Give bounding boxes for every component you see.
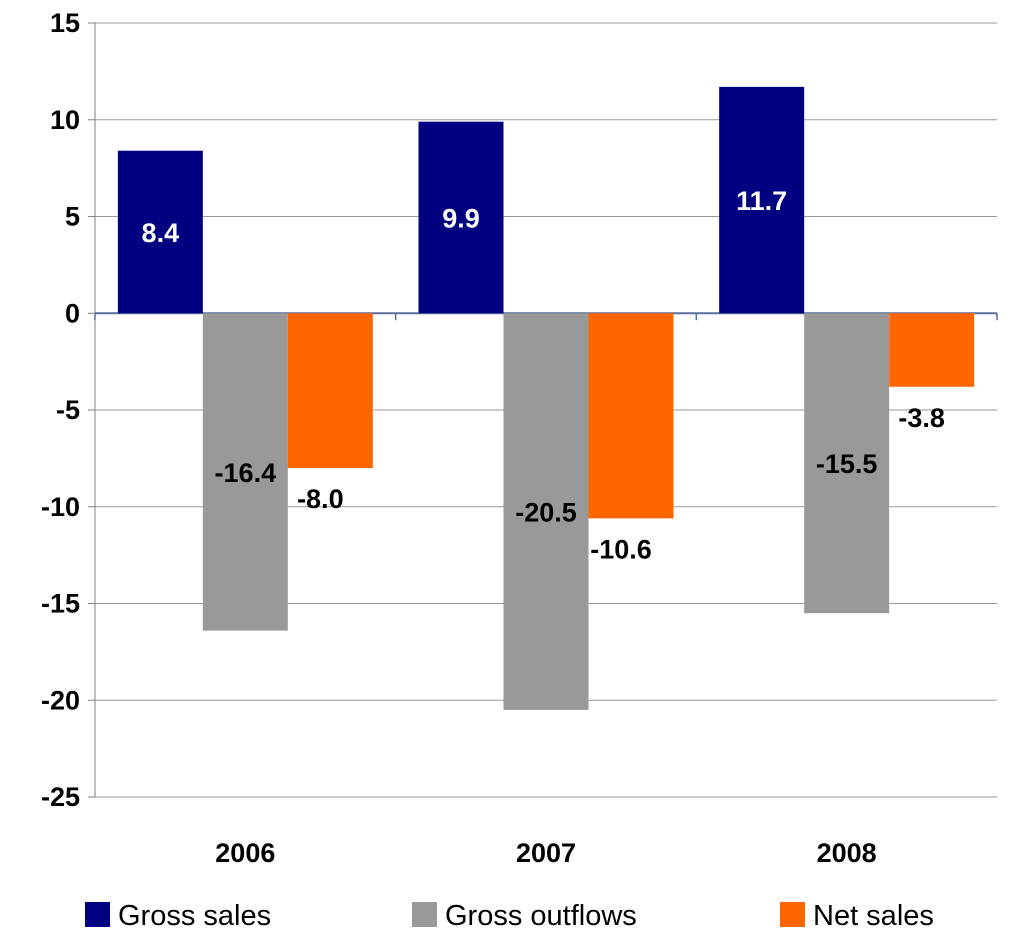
legend-swatch-net-sales <box>780 902 805 927</box>
bars <box>117 86 975 710</box>
y-tick-label: 10 <box>50 105 80 135</box>
bar-gross-sales <box>418 121 504 314</box>
data-label: 11.7 <box>736 186 787 216</box>
y-tick-label: -25 <box>41 782 80 812</box>
legend-swatch-gross-sales <box>85 902 110 927</box>
bar-net-sales <box>588 313 674 519</box>
data-label: -16.4 <box>215 458 277 488</box>
data-label: 9.9 <box>442 203 480 233</box>
legend-label: Gross sales <box>118 900 271 932</box>
bar-gross-sales <box>719 86 805 314</box>
data-label: -8.0 <box>297 484 344 514</box>
bar-gross-outflows <box>202 313 288 631</box>
legend-label: Net sales <box>813 900 934 932</box>
data-label: -20.5 <box>515 498 577 528</box>
y-tick-label: 5 <box>65 202 80 232</box>
y-tick-label: -20 <box>41 685 80 715</box>
data-label: 8.4 <box>142 218 180 248</box>
x-category-label: 2008 <box>817 838 877 868</box>
x-category-label: 2006 <box>215 838 275 868</box>
y-tick-label: -10 <box>41 492 80 522</box>
data-label: -10.6 <box>590 534 652 564</box>
legend-swatch-gross-outflows <box>412 902 437 927</box>
bar-net-sales <box>287 313 373 469</box>
tick-labels: 15 10 5 0 -5 -10 -15 -20 -25 2006 2007 2008 <box>41 8 877 868</box>
y-tick-label: 15 <box>50 8 80 38</box>
bar-gross-outflows <box>804 313 890 614</box>
x-category-label: 2007 <box>516 838 576 868</box>
data-label: -15.5 <box>816 449 878 479</box>
data-labels: 8.4 -16.4 -8.0 9.9 -20.5 -10.6 11.7 -15.5 -3.8 <box>142 186 945 564</box>
y-tick-label: -5 <box>56 395 80 425</box>
data-label: -3.8 <box>898 403 945 433</box>
legend-label: Gross outflows <box>445 900 637 932</box>
bar-gross-sales <box>117 150 203 314</box>
y-tick-label: 0 <box>65 298 80 328</box>
bar-net-sales <box>889 313 975 387</box>
y-tick-label: -15 <box>41 589 80 619</box>
bar-gross-outflows <box>503 313 589 710</box>
legend: Gross sales Gross outflows Net sales <box>85 900 934 932</box>
